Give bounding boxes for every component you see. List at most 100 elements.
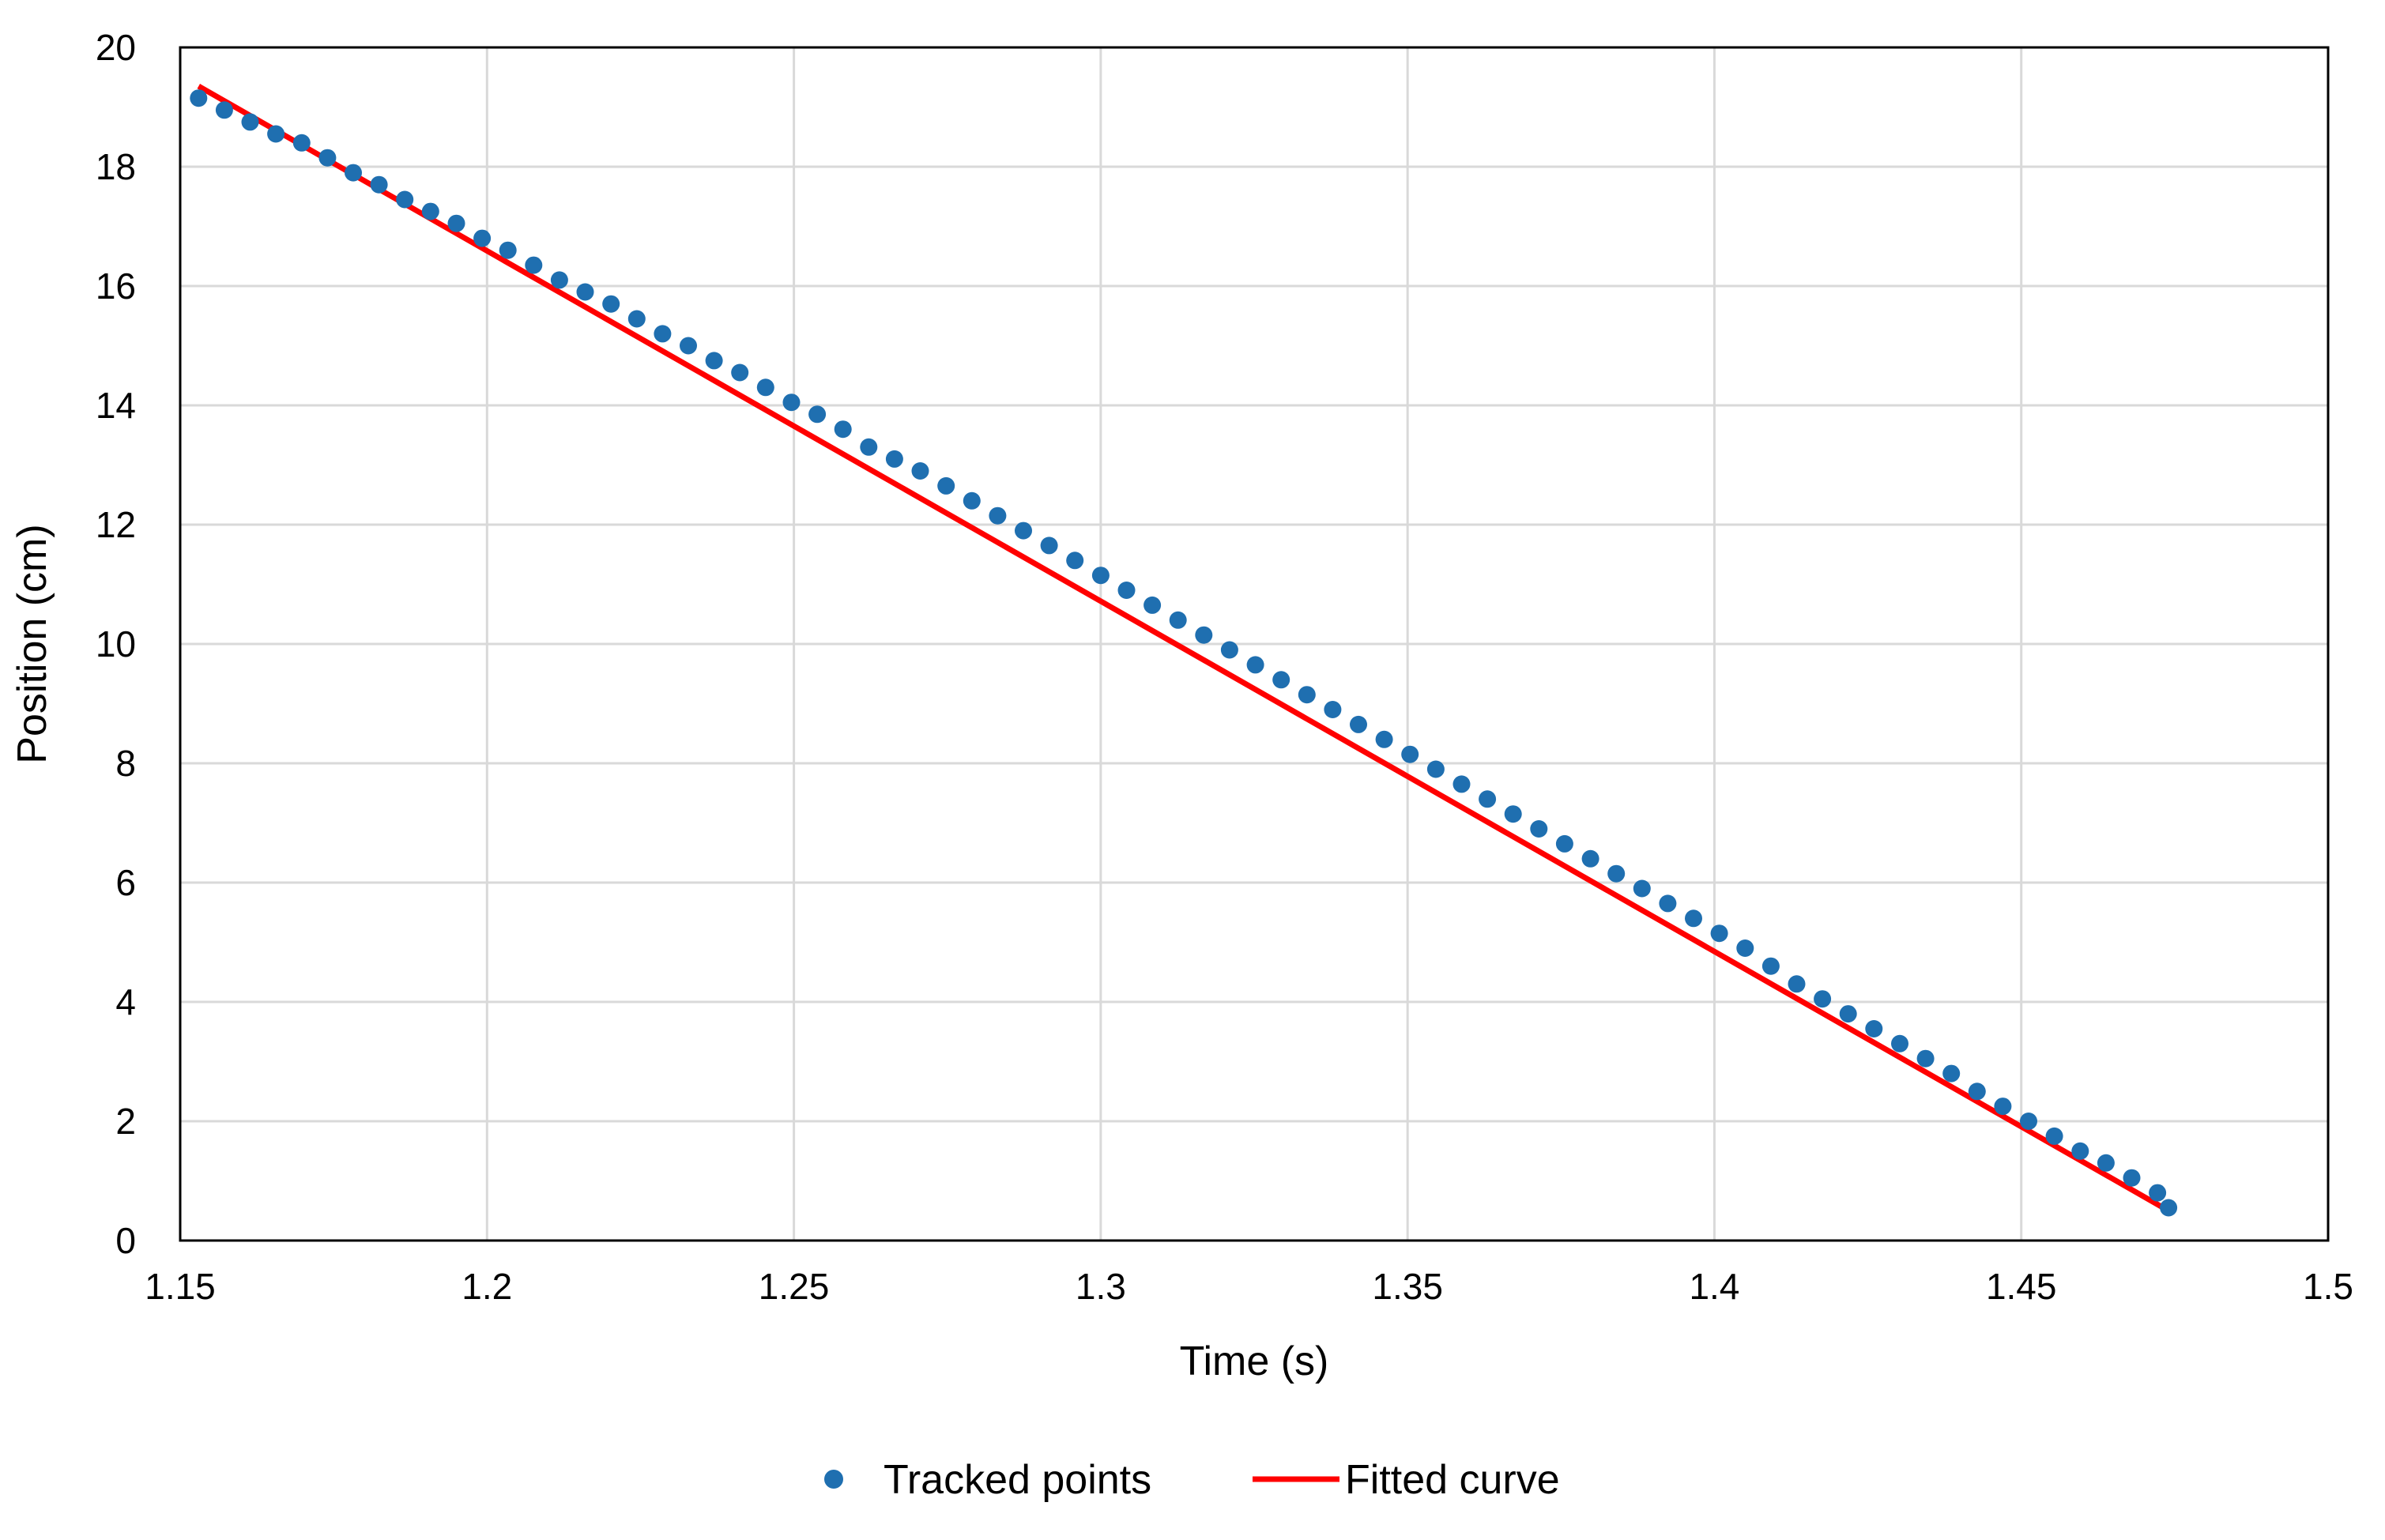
tracked-point bbox=[1015, 521, 1032, 540]
tracked-point bbox=[1401, 745, 1419, 763]
tracked-point bbox=[1375, 730, 1393, 748]
tracked-point bbox=[1530, 820, 1548, 838]
fitted-curve-line bbox=[197, 84, 2170, 1214]
tracked-point bbox=[370, 175, 388, 194]
x-tick-label: 1.15 bbox=[145, 1266, 216, 1307]
tracked-point bbox=[1555, 834, 1573, 853]
legend-fitted-curve-label: Fitted curve bbox=[1345, 1457, 1560, 1503]
x-tick-label: 1.4 bbox=[1689, 1266, 1739, 1307]
tracked-point bbox=[241, 113, 259, 131]
legend: Tracked points Fitted curve bbox=[824, 1457, 1560, 1503]
tracked-point bbox=[2149, 1184, 2167, 1202]
tracked-point bbox=[860, 438, 878, 456]
tracked-point bbox=[1066, 552, 1084, 570]
tracked-point bbox=[602, 295, 620, 313]
tracked-point bbox=[1891, 1034, 1908, 1052]
x-axis-tick-labels: 1.15 1.2 1.25 1.3 1.35 1.4 1.45 1.5 bbox=[145, 1266, 2353, 1307]
tracked-point bbox=[1865, 1020, 1883, 1037]
tracked-point bbox=[2020, 1113, 2037, 1130]
gridlines bbox=[179, 46, 2330, 1242]
tracked-point bbox=[1736, 939, 1754, 957]
tracked-point bbox=[1324, 701, 1342, 718]
tracked-point bbox=[1710, 924, 1728, 943]
tracked-points-series bbox=[190, 89, 2178, 1217]
tracked-point bbox=[1091, 567, 1110, 585]
tracked-point bbox=[1607, 864, 1626, 883]
y-axis-title: Position (cm) bbox=[9, 524, 55, 763]
tracked-point bbox=[525, 256, 543, 274]
tracked-point bbox=[627, 310, 646, 328]
tracked-point bbox=[1426, 760, 1445, 778]
tracked-point bbox=[550, 271, 568, 289]
tracked-point bbox=[1144, 596, 1162, 614]
x-tick-label: 1.5 bbox=[2303, 1266, 2353, 1307]
tracked-point bbox=[1246, 656, 1264, 674]
tracked-point bbox=[808, 405, 827, 424]
tracked-point bbox=[680, 337, 697, 355]
tracked-point bbox=[292, 134, 311, 152]
tracked-point bbox=[1452, 775, 1471, 793]
tracked-point bbox=[1659, 894, 1677, 913]
tracked-point bbox=[911, 462, 929, 480]
tracked-point bbox=[447, 214, 465, 232]
x-tick-label: 1.45 bbox=[1986, 1266, 2057, 1307]
y-tick-label: 8 bbox=[115, 743, 136, 784]
tracked-point bbox=[1169, 611, 1187, 629]
y-tick-label: 12 bbox=[96, 504, 136, 545]
tracked-point bbox=[215, 101, 233, 119]
tracked-point bbox=[2045, 1127, 2063, 1145]
tracked-point bbox=[1788, 975, 1806, 993]
tracked-point bbox=[705, 352, 723, 370]
tracked-point bbox=[782, 393, 801, 412]
x-axis-title: Time (s) bbox=[1180, 1339, 1329, 1384]
tracked-point bbox=[499, 241, 517, 259]
tracked-point bbox=[1685, 909, 1702, 928]
tracked-point bbox=[1968, 1083, 1986, 1101]
x-tick-label: 1.3 bbox=[1076, 1266, 1126, 1307]
y-tick-label: 4 bbox=[115, 981, 136, 1022]
tracked-point bbox=[2123, 1169, 2141, 1187]
tracked-point bbox=[267, 125, 285, 143]
tracked-point bbox=[989, 506, 1007, 525]
tracked-point bbox=[1942, 1064, 1961, 1083]
tracked-point bbox=[1479, 790, 1497, 808]
x-tick-label: 1.25 bbox=[759, 1266, 830, 1307]
tracked-point bbox=[1195, 626, 1213, 644]
y-tick-label: 10 bbox=[96, 623, 136, 665]
tracked-point bbox=[318, 149, 337, 167]
tracked-point bbox=[190, 89, 208, 107]
tracked-point bbox=[1839, 1005, 1857, 1023]
legend-tracked-points-marker bbox=[824, 1470, 843, 1489]
tracked-point bbox=[1633, 879, 1651, 898]
tracked-point bbox=[1298, 686, 1316, 704]
tracked-point bbox=[2160, 1199, 2178, 1217]
tracked-point bbox=[576, 283, 594, 301]
tracked-point bbox=[2071, 1142, 2089, 1160]
tracked-point bbox=[1581, 849, 1599, 868]
tracked-point bbox=[937, 476, 955, 495]
y-tick-label: 6 bbox=[115, 862, 136, 903]
tracked-point bbox=[731, 363, 749, 382]
tracked-point bbox=[1220, 641, 1238, 659]
plot-area-frame bbox=[179, 46, 2330, 1242]
y-tick-label: 18 bbox=[96, 146, 136, 187]
tracked-point bbox=[885, 450, 903, 468]
tracked-point bbox=[1117, 582, 1136, 599]
tracked-point bbox=[1504, 805, 1522, 823]
fitted-curve-series bbox=[197, 84, 2170, 1214]
y-tick-label: 16 bbox=[96, 265, 136, 307]
y-tick-label: 0 bbox=[115, 1220, 136, 1261]
tracked-point bbox=[1916, 1049, 1935, 1067]
tracked-point bbox=[421, 202, 439, 220]
tracked-point bbox=[1040, 537, 1058, 555]
tracked-point bbox=[756, 378, 774, 397]
x-tick-label: 1.2 bbox=[462, 1266, 512, 1307]
tracked-point bbox=[2097, 1154, 2115, 1172]
tracked-point bbox=[1272, 671, 1290, 689]
tracked-point bbox=[963, 491, 981, 510]
tracked-point bbox=[1761, 957, 1780, 975]
tracked-point bbox=[396, 190, 414, 209]
y-tick-label: 20 bbox=[96, 27, 136, 68]
